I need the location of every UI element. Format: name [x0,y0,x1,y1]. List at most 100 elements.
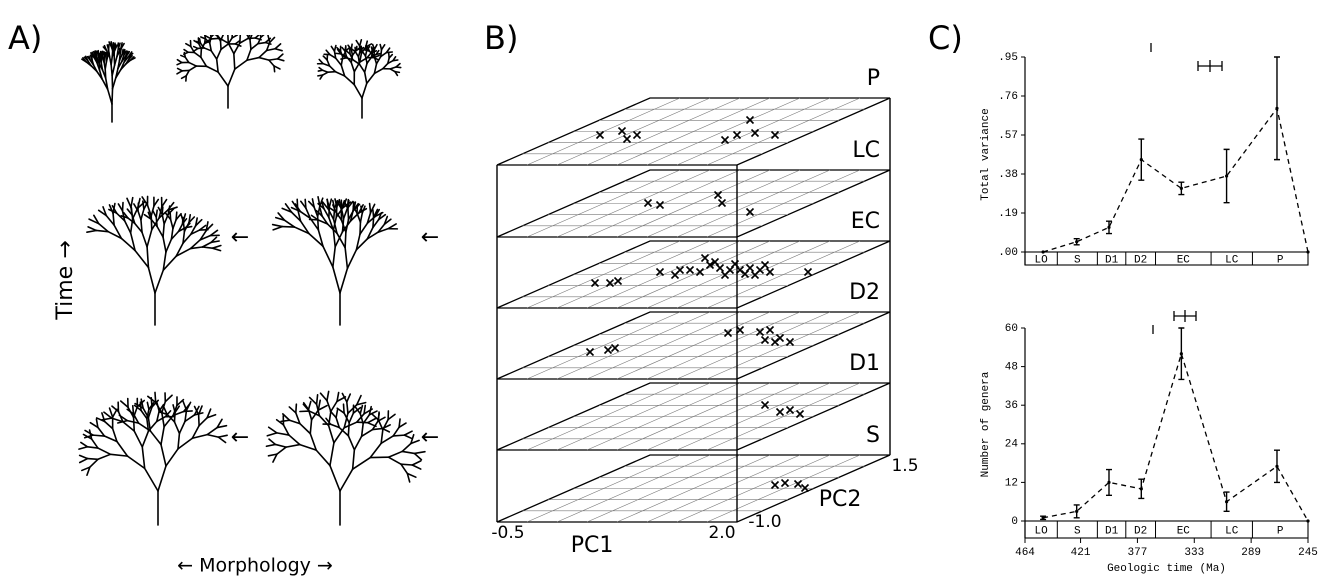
tree-branch [182,230,186,245]
tree-branch [176,398,185,407]
tree-branch [339,267,349,294]
tree-branch [184,409,188,423]
tree-branch [95,418,99,429]
tree-branch [231,21,236,26]
tree-branch [375,55,382,65]
tree-branch [147,395,157,404]
x-tick-label: 2.0 [708,523,735,543]
band-label: D1 [1105,254,1119,266]
tree-branch [283,219,296,228]
tree-branch [343,75,356,86]
tree-branch [347,403,358,415]
tree-branch [127,217,136,225]
tree-branch [97,447,112,456]
x-tick-label: -0.5 [491,523,524,543]
tree-branch [284,203,293,213]
tree-branch [82,57,88,63]
tree-branch [398,422,407,429]
tree-branch [268,58,279,61]
tree-branch [250,42,259,51]
scatter-x [780,478,790,488]
tree-branch [319,207,323,217]
tree-branch [326,223,338,234]
tree-branch [130,207,133,216]
tree-branch [335,409,339,419]
panel-c: C) .00 .19 .38 .57 .76 .95 Total variance LO S D1… [928,19,1318,575]
tree-branch [169,218,174,230]
tree-branch [231,35,239,39]
tree-branch [369,442,382,459]
tree-branch [155,209,158,219]
tree-branch [107,49,111,58]
tree-branch [183,221,190,233]
tree-branch [258,56,270,61]
tree-branch [103,435,118,443]
tree-branch [111,405,120,413]
tree-branch [336,407,345,414]
tree-branch [142,407,150,419]
tree-branch [87,59,92,67]
tree-branch [319,392,328,402]
tree-branch [385,51,394,54]
tree-branch [268,438,277,446]
tree-branch [131,404,135,415]
tree-branch [321,69,329,74]
data-point [1275,464,1279,468]
tree-branch [210,240,220,244]
tree-branch [158,209,169,219]
tree [265,390,426,526]
tree-branch [406,472,417,478]
tree-branch [252,26,253,32]
tree-branch [359,412,364,425]
tree-branch [185,69,191,77]
tree-branch [355,413,365,423]
tree-branch [403,434,413,440]
tree-branch [115,212,126,222]
tree-branch [204,38,213,44]
tree-branch [403,430,413,436]
y-axis-label: Time → [53,240,78,320]
tree-branch [113,224,123,240]
tree-branch [368,50,375,57]
tree-branch [146,228,153,248]
scatter-x [717,198,727,208]
scatter-x [610,343,620,353]
tree-branch [97,453,112,461]
arrow: ← [231,425,249,450]
tree-branch [400,463,409,475]
tree-branch [392,59,399,62]
tree-branch [347,434,356,451]
tree-branch [288,406,297,414]
tree-branch [161,206,164,216]
tree-branch [392,426,400,437]
tree-branch [338,199,343,211]
tree-branch [140,398,144,409]
tree-branch [358,63,366,73]
tree-branch [146,401,150,411]
data-point [1139,158,1143,162]
scatter-x [723,328,733,338]
tree-branch [299,220,310,235]
tree-branch [220,43,230,51]
tree-branch [345,218,350,233]
tree-branch [203,47,213,52]
tree-branch [112,212,115,226]
tree-branch [365,72,376,85]
tree-branch [398,418,401,429]
scatter-x [643,198,653,208]
tree-branch [382,62,389,70]
tree-branch [373,62,378,75]
tree-branch [193,405,200,416]
tree-branch [130,196,134,209]
tree-branch [217,71,229,87]
tree-branch [410,433,415,445]
y-tick-label: 0 [1011,516,1018,528]
tree-branch [360,428,374,438]
tree-branch [110,41,113,49]
tree-branch [120,63,127,71]
tree-branch [293,226,310,235]
tree-branch [369,203,376,214]
tree-branch [176,70,184,75]
data-point [1179,186,1183,190]
y-tick-label: .00 [998,247,1018,259]
